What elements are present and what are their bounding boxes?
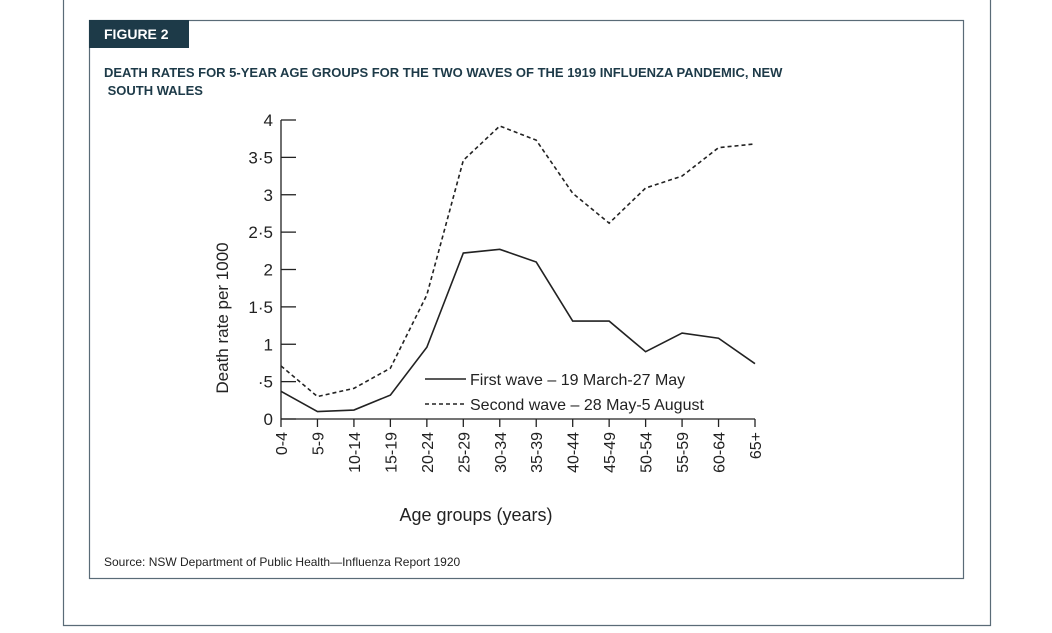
x-tick-label: 40-44 bbox=[566, 432, 583, 473]
y-axis-label: Death rate per 1000 bbox=[213, 242, 232, 393]
plot: 0 ·5 1 1·5 2 2·5 3 3·5 4 0-4 5-9 10-14 15-19 20-24 25-… bbox=[248, 111, 765, 473]
source-note: Source: NSW Department of Public Health—… bbox=[104, 555, 461, 569]
y-tick-label: 1 bbox=[264, 335, 273, 354]
x-tick-label: 25-29 bbox=[456, 432, 473, 473]
x-tick-label: 65+ bbox=[748, 432, 765, 459]
x-tick-label: 55-59 bbox=[675, 432, 692, 473]
x-tick-label: 35-39 bbox=[529, 432, 546, 473]
outer-frame bbox=[62, 0, 992, 627]
x-tick-label: 0-4 bbox=[274, 432, 291, 455]
y-tick-label: 3·5 bbox=[248, 148, 273, 167]
x-tick-label: 45-49 bbox=[602, 432, 619, 473]
x-tick-label: 60-64 bbox=[712, 432, 729, 473]
line-series bbox=[280, 125, 756, 398]
x-tick-label: 5-9 bbox=[310, 432, 327, 455]
figure-frame bbox=[88, 19, 965, 580]
y-tick-label: 4 bbox=[264, 111, 273, 130]
legend-label: First wave – 19 March-27 May bbox=[470, 372, 685, 389]
x-tick-label: 30-34 bbox=[493, 432, 510, 473]
figure-label-box bbox=[89, 20, 189, 48]
y-tick-label: 2·5 bbox=[248, 223, 273, 242]
y-tick-label: 3 bbox=[264, 186, 273, 205]
y-tick-label: 2 bbox=[264, 261, 273, 280]
y-tick-label: 0 bbox=[264, 410, 273, 429]
x-tick-label: 20-24 bbox=[420, 432, 437, 473]
legend-label: Second wave – 28 May-5 August bbox=[470, 397, 704, 414]
figure-label: FIGURE 2 bbox=[104, 26, 169, 42]
x-axis-label: Age groups (years) bbox=[399, 505, 552, 525]
chart-title: DEATH RATES FOR 5-YEAR AGE GROUPS FOR TH… bbox=[104, 65, 783, 98]
line-series bbox=[280, 248, 756, 413]
x-tick-label: 15-19 bbox=[383, 432, 400, 473]
y-tick-label: ·5 bbox=[258, 373, 273, 392]
x-tick-label: 10-14 bbox=[347, 432, 364, 473]
x-tick-label: 50-54 bbox=[639, 432, 656, 473]
y-tick-label: 1·5 bbox=[248, 298, 273, 317]
